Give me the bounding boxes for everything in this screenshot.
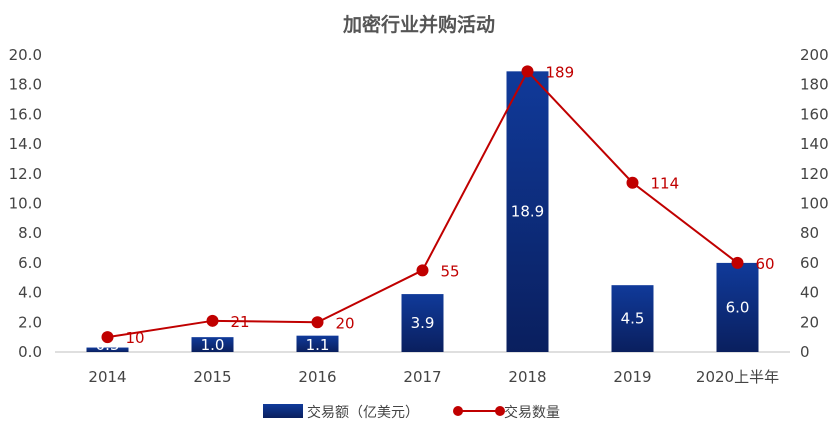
- bar: [716, 262, 759, 352]
- legend-bar-swatch: [263, 404, 303, 418]
- y-left-tick-label: 20.0: [9, 46, 42, 64]
- bar: [296, 335, 339, 352]
- y-right-tick-label: 60: [800, 254, 819, 272]
- line-series: 10 21 20 55 189 114 60: [101, 63, 775, 347]
- line-point: [206, 314, 219, 327]
- legend-bar-label: 交易额（亿美元）: [307, 404, 419, 421]
- x-tick-label: 2016: [298, 368, 336, 386]
- bar-value-label: 3.9: [411, 314, 435, 332]
- line-value-label: 21: [231, 313, 250, 331]
- y-right-tick-label: 40: [800, 284, 819, 302]
- line-point: [311, 316, 324, 329]
- bar: [401, 294, 444, 352]
- bar: [611, 285, 654, 352]
- y-left-tick-label: 0.0: [18, 343, 42, 361]
- line-value-label: 189: [546, 63, 575, 81]
- y-right-tick-label: 80: [800, 224, 819, 242]
- line-point: [416, 264, 429, 277]
- line-point: [101, 331, 114, 344]
- x-tick-label: 2014: [88, 368, 126, 386]
- bar-value-label: 4.5: [621, 310, 645, 328]
- y-left-tick-label: 14.0: [9, 135, 42, 153]
- x-tick-label: 2018: [508, 368, 546, 386]
- y-right-tick-label: 0: [800, 343, 810, 361]
- bar-value-label: 0.3: [96, 336, 120, 354]
- y-right-tick-label: 160: [800, 105, 829, 123]
- x-tick-label: 2020上半年: [696, 368, 779, 386]
- bar-value-label: 18.9: [511, 203, 544, 221]
- legend: 交易额（亿美元） 交易数量: [263, 404, 560, 421]
- bar: [506, 71, 549, 353]
- line-value-label: 60: [756, 255, 775, 273]
- x-tick-label: 2017: [403, 368, 441, 386]
- line-point: [731, 256, 744, 269]
- line-value-label: 114: [651, 175, 680, 193]
- bar: [86, 347, 129, 352]
- y-left-tick-label: 2.0: [18, 313, 42, 331]
- bar: [191, 337, 234, 352]
- bar-value-label: 1.1: [306, 336, 330, 354]
- bar-series: 0.3 1.0 1.1 3.9 18.9 4.5 6.0: [86, 71, 759, 354]
- y-left-tick-label: 18.0: [9, 76, 42, 94]
- legend-line-marker-left: [453, 406, 463, 416]
- line-value-label: 55: [441, 262, 460, 280]
- y-left-tick-label: 8.0: [18, 224, 42, 242]
- bar-value-label: 6.0: [726, 298, 750, 316]
- y-right-tick-label: 180: [800, 76, 829, 94]
- y-left-tick-label: 10.0: [9, 195, 42, 213]
- legend-line-label: 交易数量: [504, 404, 560, 421]
- chart-title: 加密行业并购活动: [342, 14, 495, 36]
- bar-value-label: 1.0: [201, 336, 225, 354]
- y-left-tick-label: 12.0: [9, 165, 42, 183]
- y-right-tick-label: 20: [800, 313, 819, 331]
- line-point: [521, 65, 534, 78]
- line-point: [626, 176, 639, 189]
- x-tick-label: 2019: [613, 368, 651, 386]
- legend-line-marker-right: [495, 406, 505, 416]
- line-value-label: 10: [126, 329, 145, 347]
- y-right-tick-label: 200: [800, 46, 829, 64]
- x-tick-label: 2015: [193, 368, 231, 386]
- y-left-tick-label: 6.0: [18, 254, 42, 272]
- y-left-tick-label: 4.0: [18, 284, 42, 302]
- y-left-tick-label: 16.0: [9, 105, 42, 123]
- line-value-label: 20: [336, 314, 355, 332]
- axes: 0.0 2.0 4.0 6.0 8.0 10.0 12.0 14.0 16.0 18.0 20.0 0…: [9, 46, 829, 386]
- y-right-tick-label: 100: [800, 195, 829, 213]
- y-right-tick-label: 140: [800, 135, 829, 153]
- y-right-tick-label: 120: [800, 165, 829, 183]
